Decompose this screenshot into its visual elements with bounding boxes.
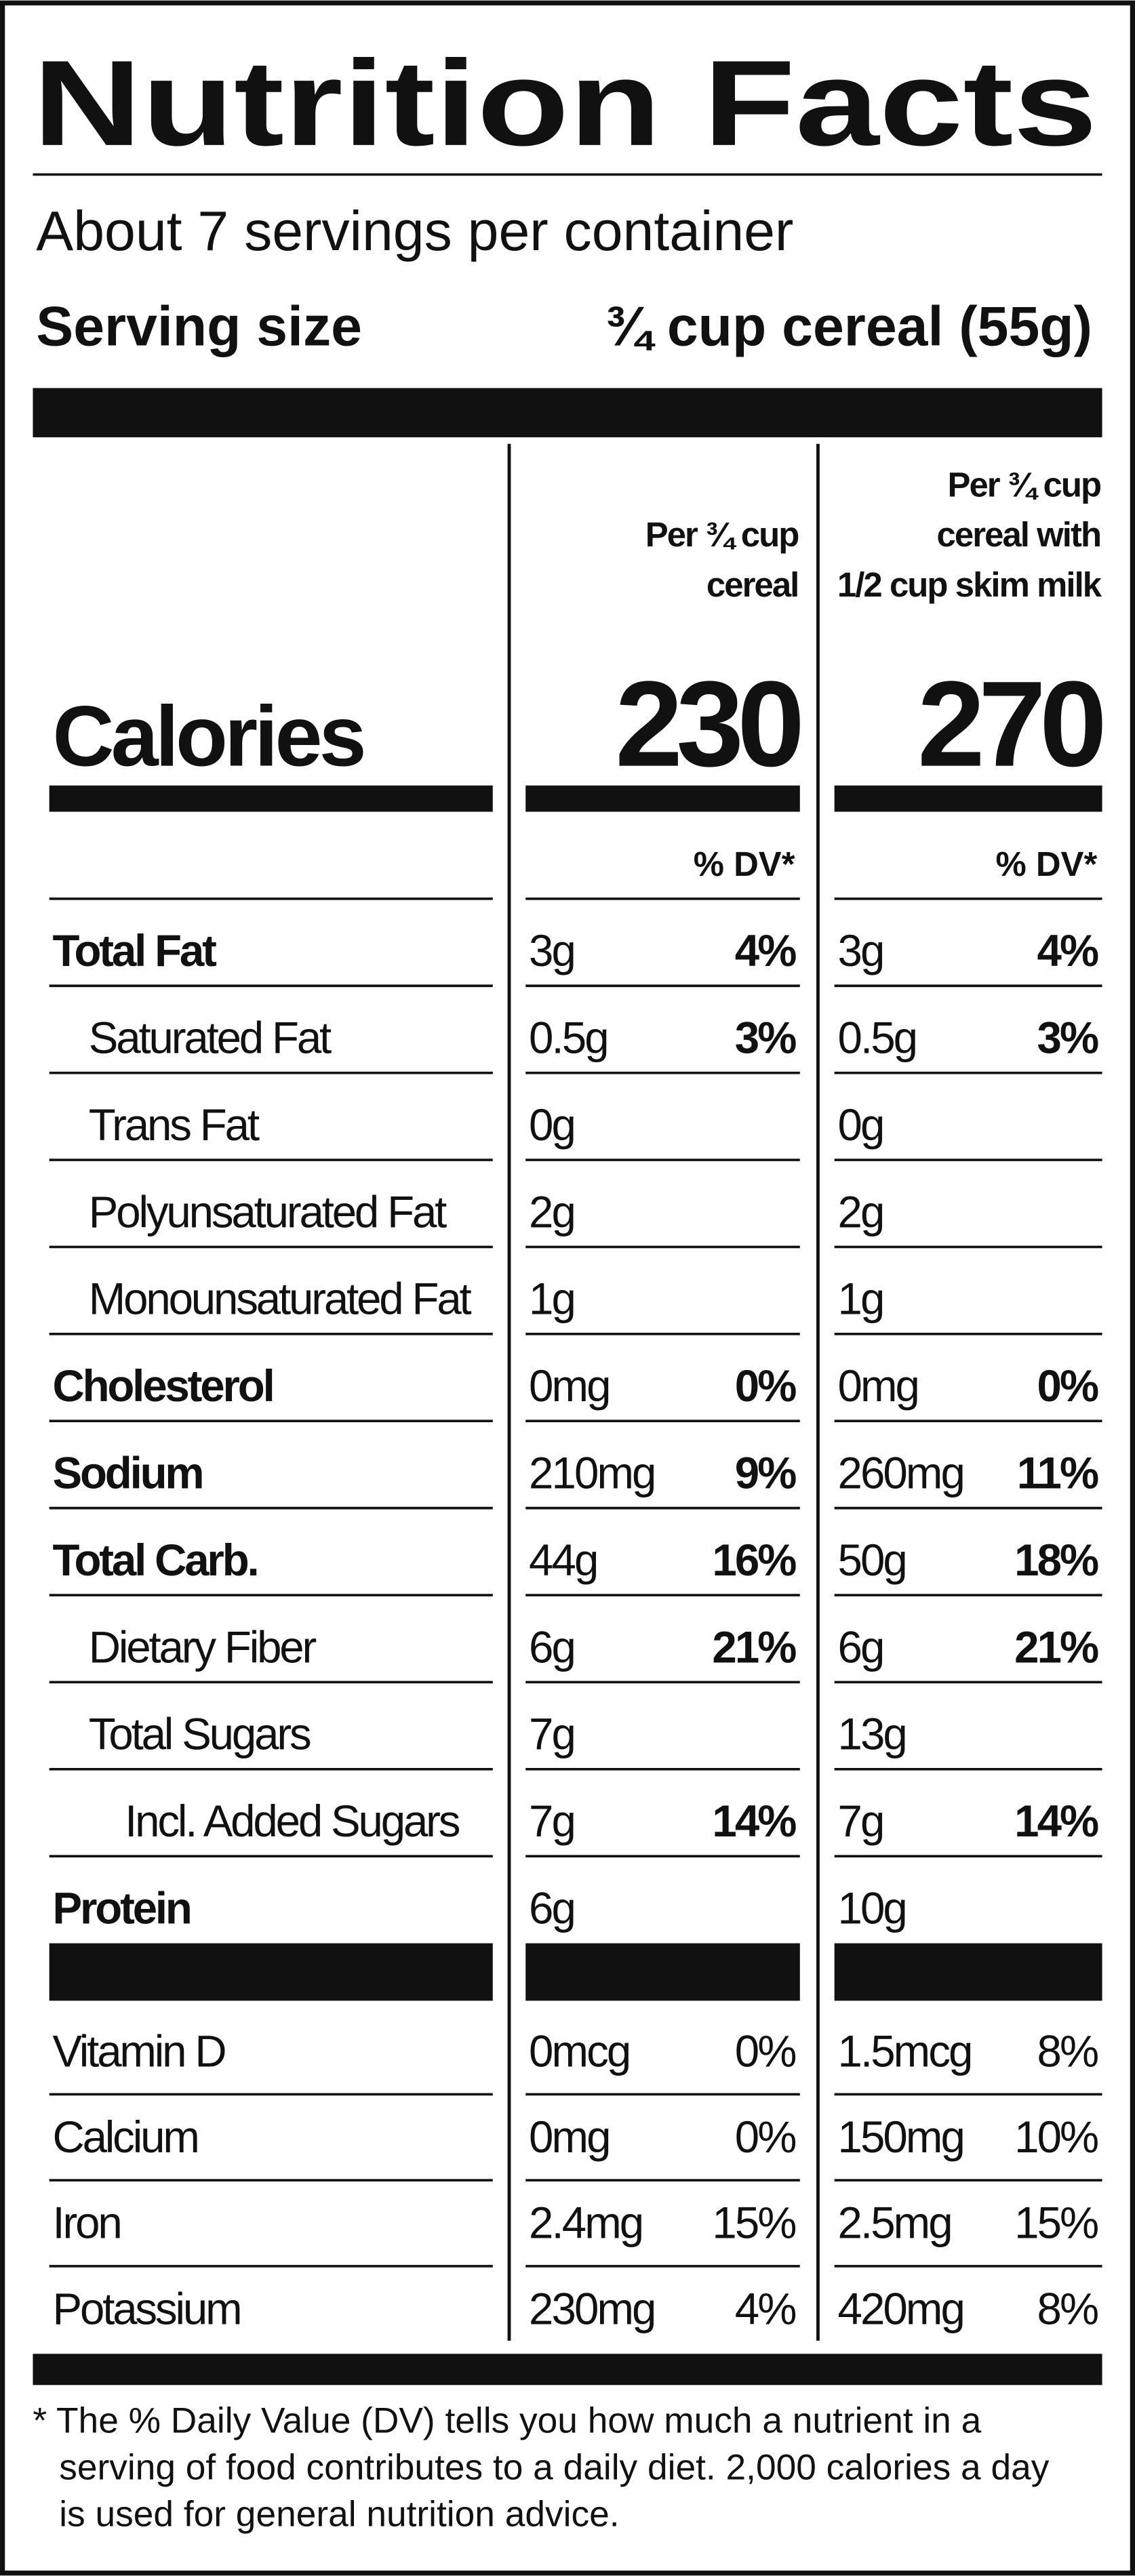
daily-value: 11% <box>1017 1449 1098 1498</box>
dv-header: % DV* <box>694 845 795 883</box>
nutrient-name: Dietary Fiber <box>89 1622 317 1672</box>
daily-value: 9% <box>735 1449 796 1498</box>
amount: 7g <box>529 1710 574 1759</box>
amount: 210mg <box>529 1449 654 1498</box>
amount: 0mcg <box>529 2026 629 2076</box>
serving-size-value: ¾ cup cereal (55g) <box>605 295 1092 357</box>
daily-value: 15% <box>1014 2198 1098 2248</box>
daily-value: 3% <box>735 1013 796 1063</box>
amount: 230mg <box>529 2284 654 2333</box>
nutrient-name: Sodium <box>53 1449 203 1498</box>
amount: 1g <box>529 1274 574 1324</box>
dv-header: % DV* <box>995 845 1097 883</box>
nutrient-name: Saturated Fat <box>89 1013 332 1063</box>
thick-bar <box>33 2354 1102 2386</box>
amount: 1g <box>838 1274 883 1324</box>
thick-bar <box>834 785 1102 812</box>
amount: 0mg <box>529 2112 609 2162</box>
amount: 420mg <box>838 2284 963 2333</box>
calories-label: Calories <box>53 689 363 784</box>
daily-value: 4% <box>735 926 796 975</box>
amount: 3g <box>838 926 883 975</box>
daily-value: 14% <box>712 1796 796 1846</box>
thick-bar <box>49 1943 493 2001</box>
vitamin-name: Potassium <box>53 2284 241 2333</box>
daily-value: 16% <box>712 1535 796 1585</box>
thick-bar <box>834 1943 1102 2001</box>
daily-value: 18% <box>1014 1535 1098 1585</box>
amount: 44g <box>529 1535 597 1585</box>
amount: 6g <box>838 1622 883 1672</box>
amount: 2g <box>529 1187 574 1236</box>
daily-value: 15% <box>712 2198 795 2248</box>
nutrient-name: Total Sugars <box>89 1710 311 1759</box>
amount: 50g <box>838 1535 906 1585</box>
column-heading: cereal <box>706 565 798 604</box>
amount: 3g <box>529 926 574 975</box>
amount: 2g <box>838 1187 883 1236</box>
column-heading: Per ¾ cup <box>645 515 799 554</box>
nutrient-name: Monounsaturated Fat <box>89 1274 472 1324</box>
amount: 0g <box>838 1100 883 1150</box>
amount: 13g <box>838 1710 906 1759</box>
calories-value: 230 <box>615 656 800 792</box>
amount: 1.5mcg <box>838 2026 972 2076</box>
footnote: is used for general nutrition advice. <box>59 2495 619 2535</box>
servings: About 7 servings per container <box>36 200 793 262</box>
footnote: serving of food contributes to a daily d… <box>59 2448 1050 2488</box>
vitamin-name: Calcium <box>53 2112 198 2162</box>
daily-value: 8% <box>1037 2026 1098 2076</box>
daily-value: 0% <box>735 2026 795 2076</box>
daily-value: 0% <box>735 2112 795 2162</box>
daily-value: 4% <box>735 2284 795 2333</box>
amount: 0mg <box>838 1361 918 1411</box>
daily-value: 21% <box>1014 1622 1098 1672</box>
amount: 0.5g <box>838 1013 917 1063</box>
thick-bar <box>525 1943 800 2001</box>
nutrient-name: Polyunsaturated Fat <box>89 1187 447 1236</box>
amount: 6g <box>529 1884 574 1933</box>
column-heading: 1/2 cup skim milk <box>837 565 1102 604</box>
nutrient-name: Incl. Added Sugars <box>125 1796 460 1846</box>
thick-bar <box>49 785 493 812</box>
thick-bar <box>525 785 800 812</box>
amount: 2.5mg <box>838 2198 951 2248</box>
column-heading: cereal with <box>937 515 1101 554</box>
serving-size-label: Serving size <box>36 295 362 357</box>
nutrient-name: Total Fat <box>53 926 217 975</box>
amount: 7g <box>838 1796 883 1846</box>
amount: 2.4mg <box>529 2198 642 2248</box>
title: Nutrition Facts <box>33 35 1097 171</box>
daily-value: 10% <box>1014 2112 1098 2162</box>
nutrient-name: Cholesterol <box>53 1361 273 1411</box>
vitamin-name: Iron <box>53 2198 121 2248</box>
vitamin-name: Vitamin D <box>53 2026 226 2076</box>
daily-value: 8% <box>1037 2284 1098 2333</box>
daily-value: 14% <box>1014 1796 1098 1846</box>
daily-value: 0% <box>735 1361 796 1411</box>
column-heading: Per ¾ cup <box>947 465 1100 504</box>
amount: 150mg <box>838 2112 963 2162</box>
daily-value: 0% <box>1037 1361 1098 1411</box>
amount: 6g <box>529 1622 574 1672</box>
nutrient-name: Total Carb. <box>53 1535 258 1585</box>
amount: 0g <box>529 1100 574 1150</box>
footnote: * The % Daily Value (DV) tells you how m… <box>33 2401 981 2441</box>
daily-value: 4% <box>1037 926 1098 975</box>
amount: 260mg <box>838 1449 963 1498</box>
nutrient-name: Trans Fat <box>89 1100 260 1150</box>
thick-bar <box>33 388 1102 438</box>
daily-value: 21% <box>712 1622 796 1672</box>
daily-value: 3% <box>1037 1013 1098 1063</box>
amount: 0mg <box>529 1361 609 1411</box>
nutrient-name: Protein <box>53 1884 191 1933</box>
calories-value: 270 <box>917 656 1102 792</box>
amount: 0.5g <box>529 1013 608 1063</box>
amount: 7g <box>529 1796 574 1846</box>
amount: 10g <box>838 1884 906 1933</box>
